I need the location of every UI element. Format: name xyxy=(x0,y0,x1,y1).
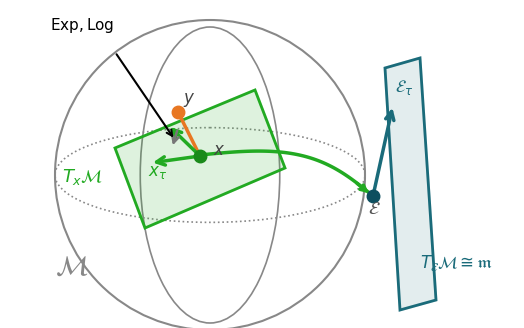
Text: $\mathrm{Exp, Log}$: $\mathrm{Exp, Log}$ xyxy=(50,16,114,35)
Text: $\mathcal{E}$: $\mathcal{E}$ xyxy=(368,200,381,218)
Text: $y$: $y$ xyxy=(183,91,195,109)
Polygon shape xyxy=(115,90,285,228)
Text: $\mathcal{E}_\tau$: $\mathcal{E}_\tau$ xyxy=(395,78,413,97)
Text: $T_\mathcal{E}\mathcal{M} \cong \mathfrak{m}$: $T_\mathcal{E}\mathcal{M} \cong \mathfra… xyxy=(420,253,493,273)
Text: $x$: $x$ xyxy=(213,142,225,159)
Text: $T_x\mathcal{M}$: $T_x\mathcal{M}$ xyxy=(62,167,103,187)
Text: $x_\tau$: $x_\tau$ xyxy=(148,164,167,181)
Polygon shape xyxy=(385,58,436,310)
Text: $\mathcal{M}$: $\mathcal{M}$ xyxy=(55,254,89,281)
